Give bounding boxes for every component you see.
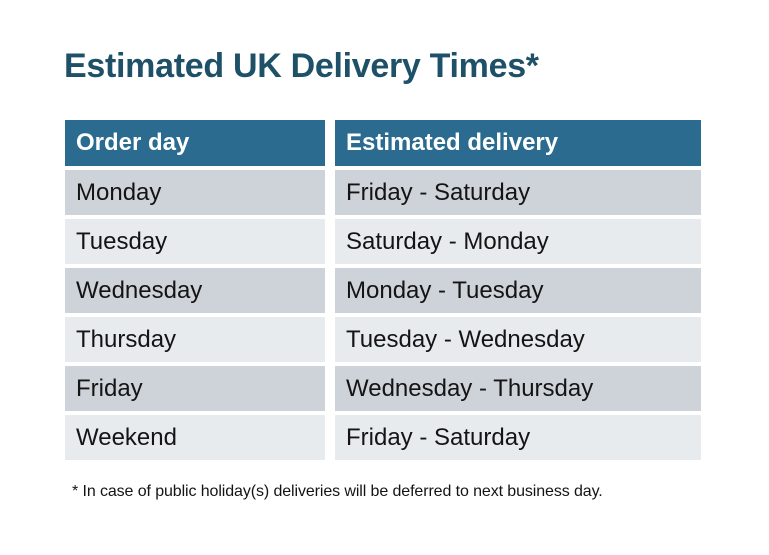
table-cell-order-day: Tuesday <box>65 219 325 264</box>
delivery-times-table: Order day Estimated delivery Monday Frid… <box>65 120 701 460</box>
table-cell-estimated-delivery: Tuesday - Wednesday <box>335 317 701 362</box>
table-cell-estimated-delivery: Monday - Tuesday <box>335 268 701 313</box>
table-cell-estimated-delivery: Friday - Saturday <box>335 170 701 215</box>
table-cell-order-day: Friday <box>65 366 325 411</box>
page-title: Estimated UK Delivery Times* <box>64 47 539 85</box>
column-header-estimated-delivery: Estimated delivery <box>335 120 701 166</box>
table-cell-estimated-delivery: Wednesday - Thursday <box>335 366 701 411</box>
footnote: * In case of public holiday(s) deliverie… <box>72 483 603 500</box>
table-cell-estimated-delivery: Friday - Saturday <box>335 415 701 460</box>
table-cell-order-day: Monday <box>65 170 325 215</box>
table-cell-order-day: Wednesday <box>65 268 325 313</box>
table-cell-order-day: Thursday <box>65 317 325 362</box>
column-header-order-day: Order day <box>65 120 325 166</box>
table-cell-order-day: Weekend <box>65 415 325 460</box>
table-cell-estimated-delivery: Saturday - Monday <box>335 219 701 264</box>
